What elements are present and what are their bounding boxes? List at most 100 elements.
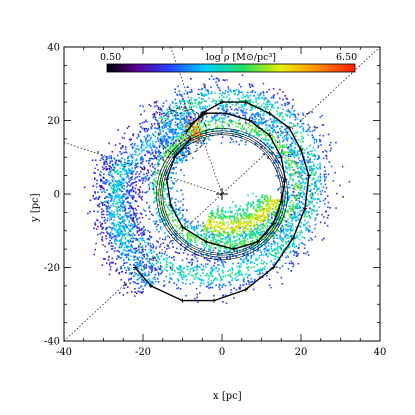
data-point — [133, 224, 135, 226]
data-point — [291, 220, 293, 222]
data-point — [232, 129, 234, 132]
data-point — [271, 147, 273, 150]
data-point — [246, 95, 249, 97]
data-point — [124, 241, 127, 243]
data-point — [116, 192, 118, 195]
data-point — [280, 130, 282, 132]
data-point — [116, 268, 118, 270]
data-point — [207, 281, 209, 283]
data-point — [181, 154, 184, 157]
data-point — [263, 110, 266, 113]
data-point — [297, 167, 299, 169]
data-point — [138, 195, 141, 197]
data-point — [147, 169, 149, 172]
data-point — [164, 284, 166, 287]
data-point — [181, 131, 184, 134]
data-point — [132, 225, 134, 228]
data-point — [316, 209, 318, 212]
data-point — [123, 220, 126, 222]
data-point — [275, 234, 278, 237]
data-point — [276, 101, 279, 103]
data-point — [265, 241, 268, 244]
data-point — [175, 234, 177, 237]
data-point — [266, 103, 268, 105]
data-point — [203, 83, 205, 86]
data-point — [200, 111, 203, 114]
data-point — [205, 124, 208, 126]
data-point — [136, 261, 139, 264]
data-point — [266, 249, 268, 252]
data-point — [311, 111, 313, 113]
data-point — [155, 280, 157, 283]
data-point — [173, 145, 176, 147]
data-point — [202, 265, 205, 267]
data-point — [165, 266, 168, 268]
data-point — [239, 241, 241, 244]
data-point — [174, 135, 176, 138]
data-point — [152, 152, 154, 155]
data-point — [120, 257, 123, 259]
data-point — [238, 286, 241, 289]
data-point — [293, 246, 296, 248]
data-point — [282, 154, 285, 156]
data-point — [97, 233, 99, 236]
data-point — [286, 209, 289, 212]
data-point — [297, 180, 300, 182]
data-point — [237, 122, 240, 124]
data-point — [264, 106, 267, 109]
data-point — [297, 153, 299, 155]
data-point — [140, 113, 142, 116]
data-point — [203, 137, 205, 139]
data-point — [167, 214, 170, 217]
data-point — [131, 223, 134, 226]
data-point — [139, 260, 141, 263]
data-point — [186, 159, 188, 162]
data-point — [229, 106, 232, 108]
data-point — [98, 206, 101, 208]
data-point — [248, 135, 250, 137]
data-point — [191, 254, 194, 256]
data-point — [144, 274, 146, 277]
data-point — [171, 149, 174, 151]
data-point — [164, 117, 166, 120]
data-point — [200, 253, 203, 256]
data-point — [122, 169, 124, 171]
data-point — [128, 215, 130, 218]
data-point — [131, 167, 133, 169]
data-point — [173, 231, 176, 233]
data-point — [165, 275, 167, 278]
data-point — [148, 282, 151, 284]
data-point — [273, 94, 275, 96]
data-point — [149, 159, 151, 162]
data-point — [243, 253, 246, 255]
data-point — [289, 155, 292, 158]
data-point — [122, 201, 125, 203]
data-point — [215, 284, 217, 286]
data-point — [251, 84, 253, 86]
data-point — [291, 153, 294, 156]
data-point — [292, 140, 294, 143]
data-point — [177, 145, 179, 148]
data-point — [206, 115, 208, 118]
data-point — [265, 270, 268, 273]
data-point — [289, 151, 292, 154]
data-point — [279, 217, 281, 219]
data-point — [164, 173, 166, 175]
data-point — [143, 268, 146, 270]
data-point — [93, 227, 95, 230]
data-point — [284, 209, 286, 211]
data-point — [165, 211, 167, 214]
data-point — [132, 237, 135, 239]
data-point — [172, 220, 174, 222]
data-point — [149, 182, 152, 184]
data-point — [280, 227, 282, 229]
data-point — [158, 188, 161, 190]
data-point — [271, 229, 273, 232]
data-point — [156, 193, 159, 195]
data-point — [134, 187, 136, 190]
data-point — [200, 98, 203, 100]
data-point — [314, 158, 316, 160]
data-point — [288, 196, 291, 199]
data-point — [219, 121, 221, 123]
data-point — [128, 267, 131, 270]
